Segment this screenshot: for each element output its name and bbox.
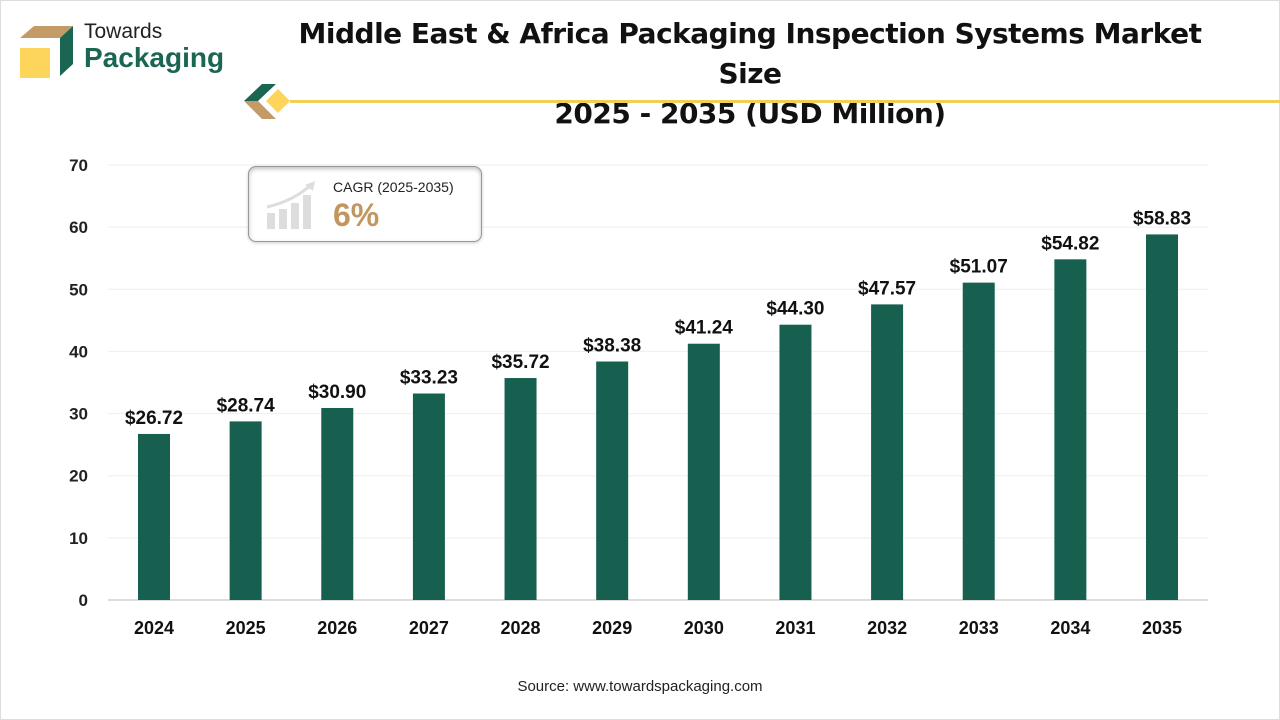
brand-line2: Packaging [84,42,225,73]
bar [1146,234,1178,600]
x-tick-label: 2027 [409,618,449,638]
y-tick-label: 20 [69,467,88,486]
data-label: $26.72 [125,408,183,429]
diamond-deco-icon [244,84,290,119]
bar [504,378,537,600]
y-tick-label: 0 [79,591,88,610]
y-tick-label: 70 [69,156,88,175]
x-tick-label: 2031 [775,618,815,638]
x-tick-label: 2028 [501,618,541,638]
data-label: $47.57 [858,278,916,299]
brand-logo [18,22,82,85]
data-label: $41.24 [675,318,734,339]
growth-chart-icon [266,181,315,229]
bar [321,407,354,600]
y-tick-label: 40 [69,342,88,361]
chart-title: Middle East & Africa Packaging Inspectio… [270,14,1230,134]
bar [1054,259,1087,600]
y-tick-label: 50 [69,280,88,299]
box-logo-icon [20,26,73,78]
data-label: $33.23 [400,367,458,388]
y-tick-label: 60 [69,218,88,237]
data-label: $35.72 [491,352,549,373]
data-label: $28.74 [217,395,276,416]
x-tick-label: 2035 [1142,618,1182,638]
y-tick-label: 10 [69,529,88,548]
data-label: $51.07 [950,257,1008,278]
bar [687,343,720,600]
data-label: $54.82 [1041,233,1099,254]
bar [962,282,995,600]
x-tick-label: 2024 [134,618,174,638]
x-tick-label: 2026 [317,618,357,638]
x-tick-label: 2025 [226,618,266,638]
bar [412,393,445,600]
bar [871,304,904,600]
x-tick-label: 2033 [959,618,999,638]
x-tick-label: 2032 [867,618,907,638]
cagr-label: CAGR (2025-2035) [333,179,454,195]
x-tick-label: 2030 [684,618,724,638]
data-label: $58.83 [1133,208,1191,229]
bar [229,421,262,600]
y-tick-label: 30 [69,405,88,424]
data-label: $30.90 [308,382,366,403]
title-line-1: Middle East & Africa Packaging Inspectio… [298,17,1202,90]
source-note: Source: www.towardspackaging.com [517,678,763,695]
x-tick-label: 2034 [1050,618,1090,638]
cagr-box: CAGR (2025-2035) 6% [248,166,482,242]
brand-line1: Towards [84,20,163,43]
bar [138,433,170,600]
data-label: $44.30 [766,299,824,320]
title-rule [290,100,1280,103]
bar [596,361,629,600]
bar [779,324,812,600]
cagr-value: 6% [333,197,380,233]
data-label: $38.38 [583,335,641,356]
x-tick-label: 2029 [592,618,632,638]
